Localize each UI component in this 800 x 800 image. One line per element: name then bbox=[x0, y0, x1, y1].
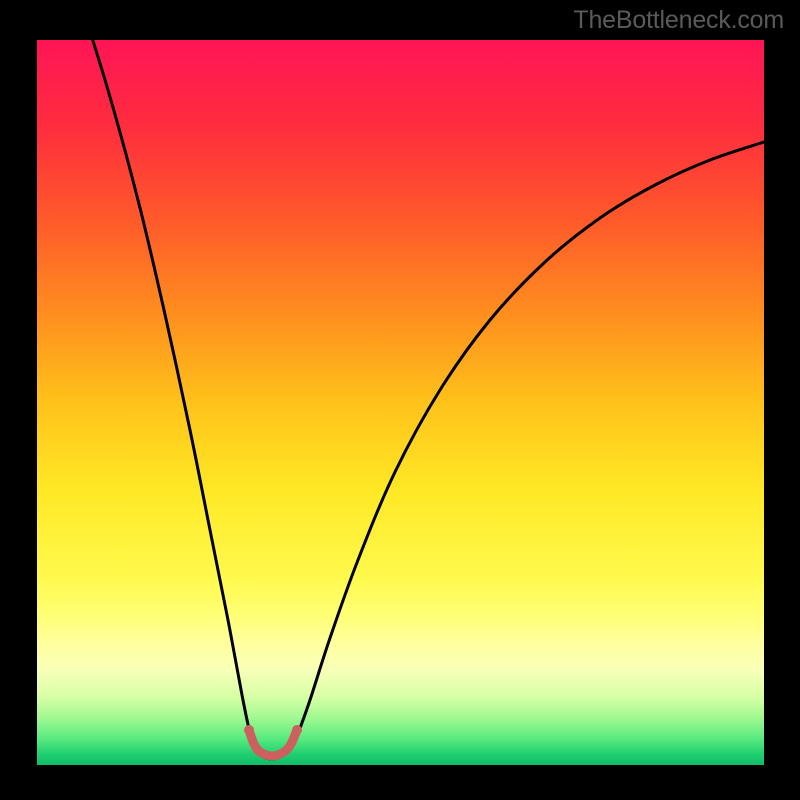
watermark-text: TheBottleneck.com bbox=[573, 6, 784, 35]
chart-container: TheBottleneck.com bbox=[0, 0, 800, 800]
plot-area bbox=[37, 40, 764, 765]
